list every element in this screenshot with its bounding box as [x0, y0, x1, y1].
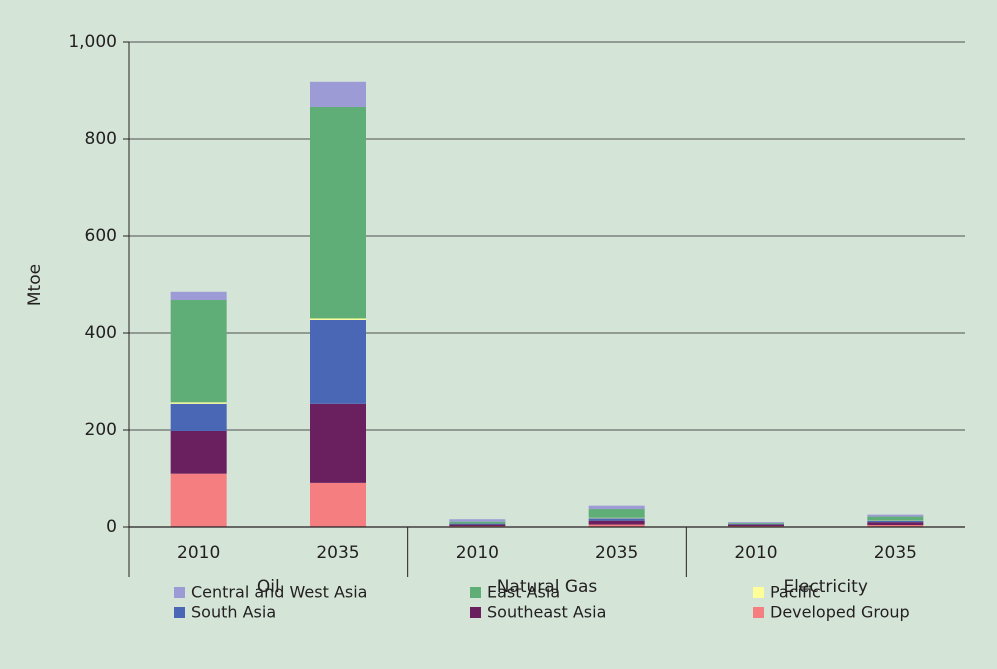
bar-segment	[867, 514, 924, 517]
bar-segment	[588, 505, 645, 510]
legend-swatch	[753, 587, 764, 598]
y-axis-label: Mtoe	[25, 264, 45, 306]
bar-segment	[170, 473, 227, 527]
bar-segment	[310, 106, 366, 319]
legend-label: Central and West Asia	[191, 583, 367, 602]
legend-swatch	[470, 607, 481, 618]
bar-segment	[310, 403, 366, 483]
bar-segment	[728, 524, 784, 527]
bar-segment	[867, 522, 924, 526]
legend-label: East Asia	[487, 583, 560, 602]
bar-segment	[170, 291, 227, 301]
legend-label: Developed Group	[770, 603, 910, 622]
bar-segment	[867, 520, 924, 523]
group-label: Oil	[257, 577, 280, 597]
y-tick-label: 0	[106, 517, 117, 537]
group-label: Electricity	[783, 577, 867, 597]
x-tick-label: 2035	[316, 543, 359, 563]
legend-swatch	[753, 607, 764, 618]
group-label: Natural Gas	[497, 577, 598, 597]
bar-segment	[449, 519, 506, 522]
bar-segment	[170, 403, 227, 431]
y-tick-label: 800	[85, 129, 117, 149]
legend-label: Pacific	[770, 583, 821, 602]
bar-segment	[170, 430, 227, 474]
bar-segment	[728, 522, 784, 524]
legend-swatch	[174, 607, 185, 618]
y-tick-label: 1,000	[68, 32, 117, 52]
bar-segment	[170, 300, 227, 403]
bar-segment	[449, 524, 506, 527]
bar-segment	[867, 516, 924, 521]
bar-segment	[310, 81, 366, 107]
bar-segment	[588, 524, 645, 527]
bar-segment	[588, 520, 645, 525]
bar-segment	[310, 482, 366, 527]
legend-label: Southeast Asia	[487, 603, 606, 622]
legend-label: South Asia	[191, 603, 276, 622]
legend-swatch	[174, 587, 185, 598]
x-tick-label: 2010	[177, 543, 220, 563]
x-tick-label: 2010	[456, 543, 499, 563]
x-tick-label: 2035	[874, 543, 917, 563]
bar-segment	[449, 523, 506, 525]
bar-segment	[588, 518, 645, 521]
y-tick-label: 200	[85, 420, 117, 440]
bar-segment	[310, 319, 366, 404]
bar-segment	[728, 523, 784, 525]
y-tick-label: 600	[85, 226, 117, 246]
y-tick-label: 400	[85, 323, 117, 343]
bar-segment	[449, 521, 506, 524]
bar-segment	[867, 525, 924, 527]
bar-segment	[310, 318, 366, 320]
x-tick-label: 2035	[595, 543, 638, 563]
bar-segment	[588, 509, 645, 518]
legend-swatch	[470, 587, 481, 598]
bar-segment	[170, 402, 227, 404]
x-tick-label: 2010	[734, 543, 777, 563]
